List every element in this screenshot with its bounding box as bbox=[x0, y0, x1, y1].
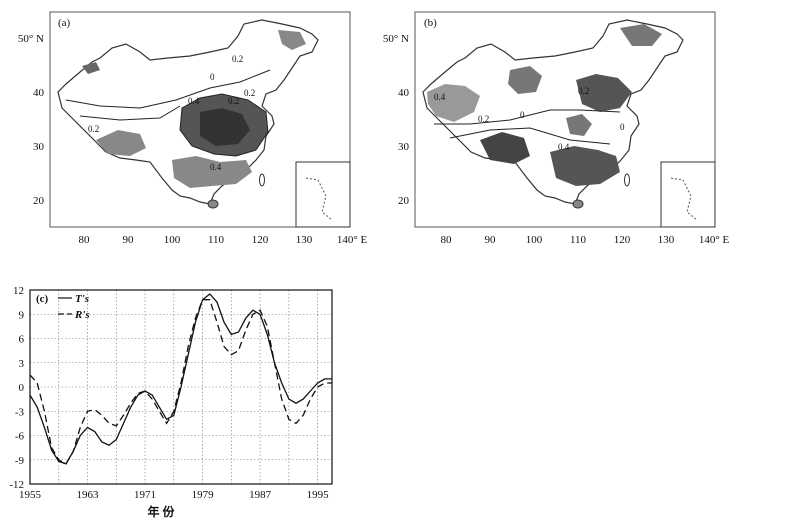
contour-label-b6: 0 bbox=[620, 122, 625, 132]
contour-line-b1 bbox=[434, 109, 621, 125]
shaded-region-a2 bbox=[200, 108, 250, 146]
map-b-lon-tick-140: 140° E bbox=[699, 234, 730, 246]
legend-label-r: R's bbox=[74, 309, 90, 321]
map-b-lon-tick-90: 90 bbox=[485, 234, 497, 246]
shaded-region-b5 bbox=[550, 146, 620, 186]
shaded-region-a4 bbox=[96, 130, 146, 156]
map-b-lon-tick-130: 130 bbox=[658, 234, 675, 246]
contour-line-b2 bbox=[449, 127, 611, 145]
map-b-lat-tick-40: 40 bbox=[398, 87, 410, 99]
map-b-lon-tick-100: 100 bbox=[526, 234, 543, 246]
contour-label-b5: 0.4 bbox=[558, 142, 570, 152]
y-tick-label: -12 bbox=[9, 479, 24, 491]
map-a-label: (a) bbox=[58, 17, 71, 29]
x-tick-label: 1963 bbox=[77, 489, 100, 501]
contour-label-a6: 0.4 bbox=[210, 162, 222, 172]
shaded-region-a6 bbox=[82, 62, 100, 74]
y-tick-label: -3 bbox=[15, 406, 25, 418]
y-tick-label: 0 bbox=[19, 382, 25, 394]
inset-box-a bbox=[295, 161, 351, 228]
series-layer bbox=[29, 293, 332, 465]
contour-label-b2: 0.2 bbox=[478, 114, 489, 124]
contour-line-a1 bbox=[65, 69, 271, 109]
legend-label-t: T's bbox=[75, 293, 89, 305]
series-line-r bbox=[29, 299, 332, 465]
map-a-lon-tick-120: 120 bbox=[252, 234, 269, 246]
x-tick-label: 1971 bbox=[134, 489, 156, 501]
series-line-t bbox=[29, 293, 332, 465]
map-a-lon-tick-110: 110 bbox=[208, 234, 225, 246]
plot-frame bbox=[29, 289, 333, 485]
map-b-lon-tick-80: 80 bbox=[441, 234, 453, 246]
x-tick-label: 1955 bbox=[19, 489, 42, 501]
shaded-region-b2 bbox=[576, 74, 632, 112]
x-axis-label: 年 份 bbox=[147, 504, 175, 519]
map-a-lat-tick-40: 40 bbox=[33, 87, 45, 99]
x-tick-label: 1979 bbox=[192, 489, 215, 501]
x-tick-label: 1987 bbox=[249, 489, 272, 501]
china-outline-b bbox=[422, 19, 684, 205]
y-tick-label: -9 bbox=[15, 455, 25, 467]
map-a-lon-tick-90: 90 bbox=[123, 234, 135, 246]
shaded-region-b7 bbox=[620, 24, 662, 46]
y-tick-label: -6 bbox=[15, 431, 25, 443]
map-a-lon-tick-130: 130 bbox=[296, 234, 313, 246]
map-a-lat-tick-50: 50° N bbox=[18, 33, 44, 45]
map-b-label: (b) bbox=[424, 17, 437, 29]
map-panel-a: (a) 0.2 0 0.2 0.4 0.2 0.4 0.2 50° N 40 3… bbox=[18, 11, 368, 246]
contour-label-b4: 0.2 bbox=[578, 86, 589, 96]
inset-box-b bbox=[660, 161, 716, 228]
contour-label-b1: 0.4 bbox=[434, 92, 446, 102]
hainan-island-a bbox=[207, 199, 219, 209]
contour-label-a3: 0.2 bbox=[88, 124, 99, 134]
contour-label-a2: 0 bbox=[210, 72, 215, 82]
contour-label-a4: 0.4 bbox=[188, 96, 200, 106]
contour-line-a2 bbox=[79, 105, 181, 121]
map-a-lat-tick-30: 30 bbox=[33, 141, 45, 153]
map-b-lon-tick-120: 120 bbox=[614, 234, 631, 246]
map-a-lat-tick-20: 20 bbox=[33, 195, 45, 207]
x-tick-label: 1995 bbox=[307, 489, 330, 501]
map-a-lon-tick-80: 80 bbox=[79, 234, 91, 246]
y-tick-label: 6 bbox=[19, 334, 25, 346]
shaded-region-b4 bbox=[480, 132, 530, 164]
shaded-region-b6 bbox=[566, 114, 592, 136]
map-b-lat-tick-20: 20 bbox=[398, 195, 410, 207]
shaded-region-b1 bbox=[427, 84, 480, 122]
shaded-region-a3 bbox=[172, 156, 252, 188]
y-tick-label: 3 bbox=[19, 358, 25, 370]
map-panel-b: (b) 0.4 0.2 0 0.2 0.4 0 50° N 40 30 20 8… bbox=[383, 11, 730, 246]
legend: T's R's bbox=[58, 293, 90, 321]
shaded-region-b3 bbox=[508, 66, 542, 94]
inset-border-b bbox=[670, 177, 698, 221]
contour-label-b3: 0 bbox=[520, 110, 525, 120]
map-b-lat-tick-30: 30 bbox=[398, 141, 410, 153]
map-b-lon-tick-110: 110 bbox=[570, 234, 587, 246]
contour-label-a1: 0.2 bbox=[232, 54, 243, 64]
map-a-lon-tick-140: 140° E bbox=[337, 234, 368, 246]
shaded-region-a5 bbox=[278, 30, 306, 50]
y-tick-label: 9 bbox=[19, 309, 25, 321]
contour-label-a5: 0.2 bbox=[228, 96, 239, 106]
y-tick-label: 12 bbox=[13, 285, 24, 297]
hainan-island-b bbox=[572, 199, 584, 209]
map-b-lat-tick-50: 50° N bbox=[383, 33, 409, 45]
contour-label-a7: 0.2 bbox=[244, 88, 255, 98]
taiwan-island-b bbox=[624, 173, 630, 187]
inset-border-a bbox=[305, 177, 333, 221]
chart-panel-label: (c) bbox=[36, 293, 49, 305]
taiwan-island-a bbox=[259, 173, 265, 187]
map-a-lon-tick-100: 100 bbox=[164, 234, 181, 246]
